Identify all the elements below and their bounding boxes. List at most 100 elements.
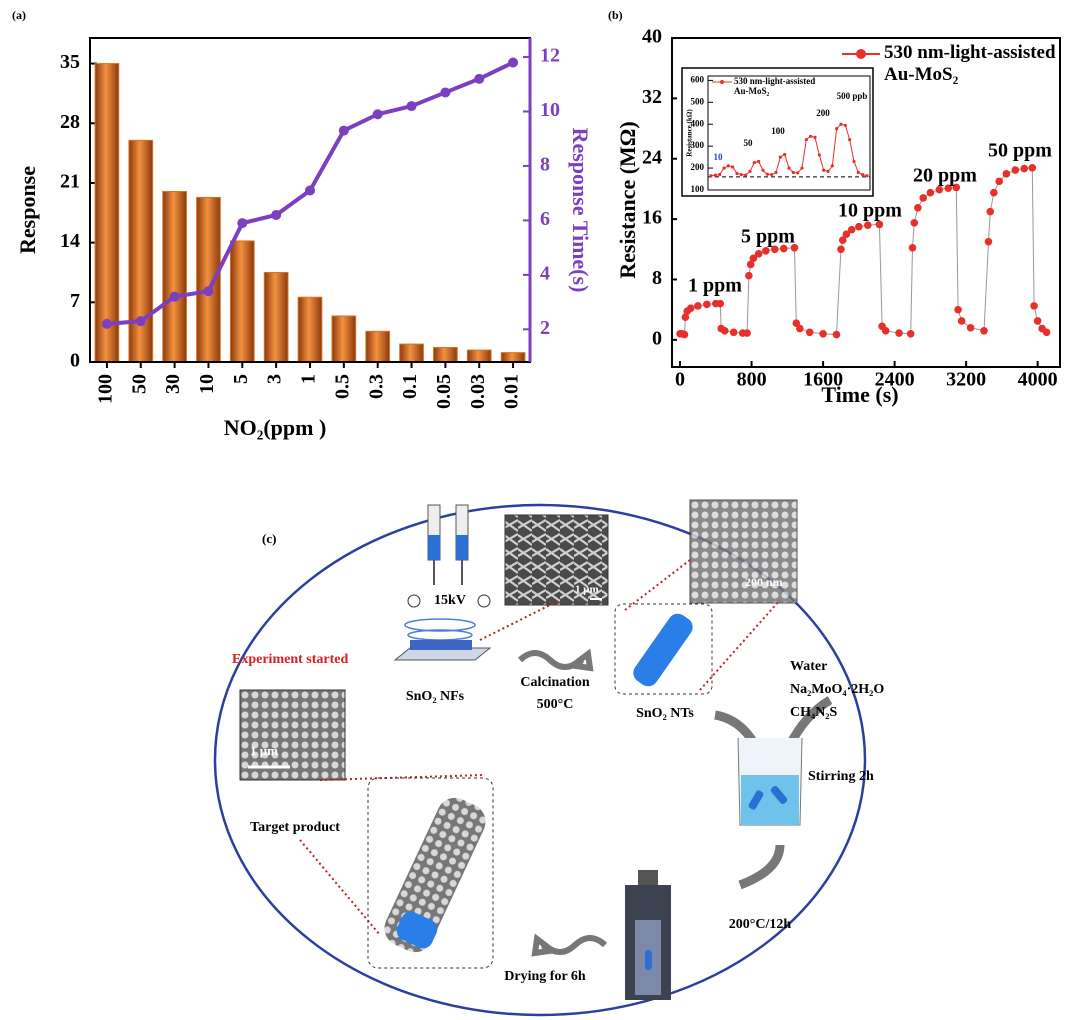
label: Na₂MoO₄·2H₂O [790,682,884,697]
label: SnO₂ NFs [406,689,465,704]
point [713,173,717,177]
label: 1 μm [250,743,278,758]
point [746,260,755,269]
y-tick-label: 400 [691,118,705,128]
label: Water [790,659,827,674]
point [744,173,748,177]
point [752,160,756,165]
y-tick-label: 40 [642,26,662,48]
y2-tick-label: 4 [540,262,550,284]
legend-marker [720,80,724,84]
arrow [531,933,608,957]
connector [699,599,781,691]
x-tick-label: 2400 [875,369,915,391]
point [680,330,689,339]
point [826,169,830,173]
point [783,152,787,157]
y-axis-title: Resistance (kΩ) [686,109,694,157]
point [926,188,935,197]
point [839,122,843,126]
point [906,329,915,338]
point [748,169,752,173]
x-tick-label: 0.01 [501,374,523,409]
annotation: 1 ppm [688,275,742,297]
annotation: 50 [744,138,754,148]
annotation: 5 ppm [741,226,795,248]
y-tick-label: 300 [691,140,705,150]
x-tick-label: 800 [737,369,767,391]
point [863,221,872,229]
y-tick-label: 16 [642,207,662,229]
point [865,174,869,178]
y2-tick-label: 12 [540,45,560,67]
point [1002,170,1011,178]
bar [365,330,391,363]
x-tick-label: 0.03 [467,374,489,409]
product-core [396,911,438,949]
frame [213,503,867,1017]
point [952,183,961,192]
x-tick-label: 1600 [803,369,843,391]
y-tick-label: 32 [642,86,662,108]
point [837,245,845,254]
x-tick-label: 1 [298,374,320,384]
legend-box: 530 nm-light-assisted Au-MoS₂ [734,76,815,96]
point [440,87,451,98]
x-tick-label: 5 [230,374,252,384]
point [271,209,282,220]
panel-label: (a) [12,8,26,22]
diagram: (c) 15kV 1 μm 200 nm Experiment sta [213,499,884,1017]
annotation: 10 ppm [838,200,902,222]
point [305,185,315,196]
label: 15kV [434,593,466,608]
connector [624,559,691,611]
point [729,328,738,337]
point [919,194,928,202]
point [726,164,730,168]
y-tick-label: 200 [691,162,705,172]
point [966,323,975,332]
point [830,164,834,168]
point [835,127,839,131]
y-tick-label: 100 [691,184,705,194]
panel-label: (c) [262,531,276,546]
bar [162,190,187,363]
point [847,225,856,234]
legend-box: 530 nm-light-assisted Au-MoS₂ [884,42,1056,85]
point [761,168,765,172]
point [990,188,998,197]
label: 500°C [537,697,574,712]
point [770,173,774,177]
point [743,329,751,337]
x-tick-label: 100 [95,374,117,404]
bar [94,63,120,363]
point [842,230,851,238]
label: SnO₂ NTs [636,706,694,721]
point [754,250,763,258]
point [935,185,944,194]
label: Stirring 2h [808,769,874,784]
x-tick-label: 0 [675,369,685,391]
point [980,326,988,335]
label: CH₄N₂S [790,705,838,720]
autoclave [625,870,671,1000]
point [908,243,917,252]
point [914,203,922,212]
x-tick-label: 0.05 [433,374,455,409]
point [984,237,993,246]
y-tick-label: 28 [60,111,80,133]
point [822,168,826,172]
point [838,236,847,245]
point [800,166,804,170]
y-axis-title: Resistance (MΩ) [615,121,640,279]
point [474,73,485,84]
point [709,174,713,178]
bar [331,315,357,363]
point [790,243,799,252]
y-tick-label: 0 [70,350,80,372]
point [718,173,722,177]
point [508,57,519,68]
point [957,317,966,325]
point [1028,163,1037,172]
point [986,207,995,216]
